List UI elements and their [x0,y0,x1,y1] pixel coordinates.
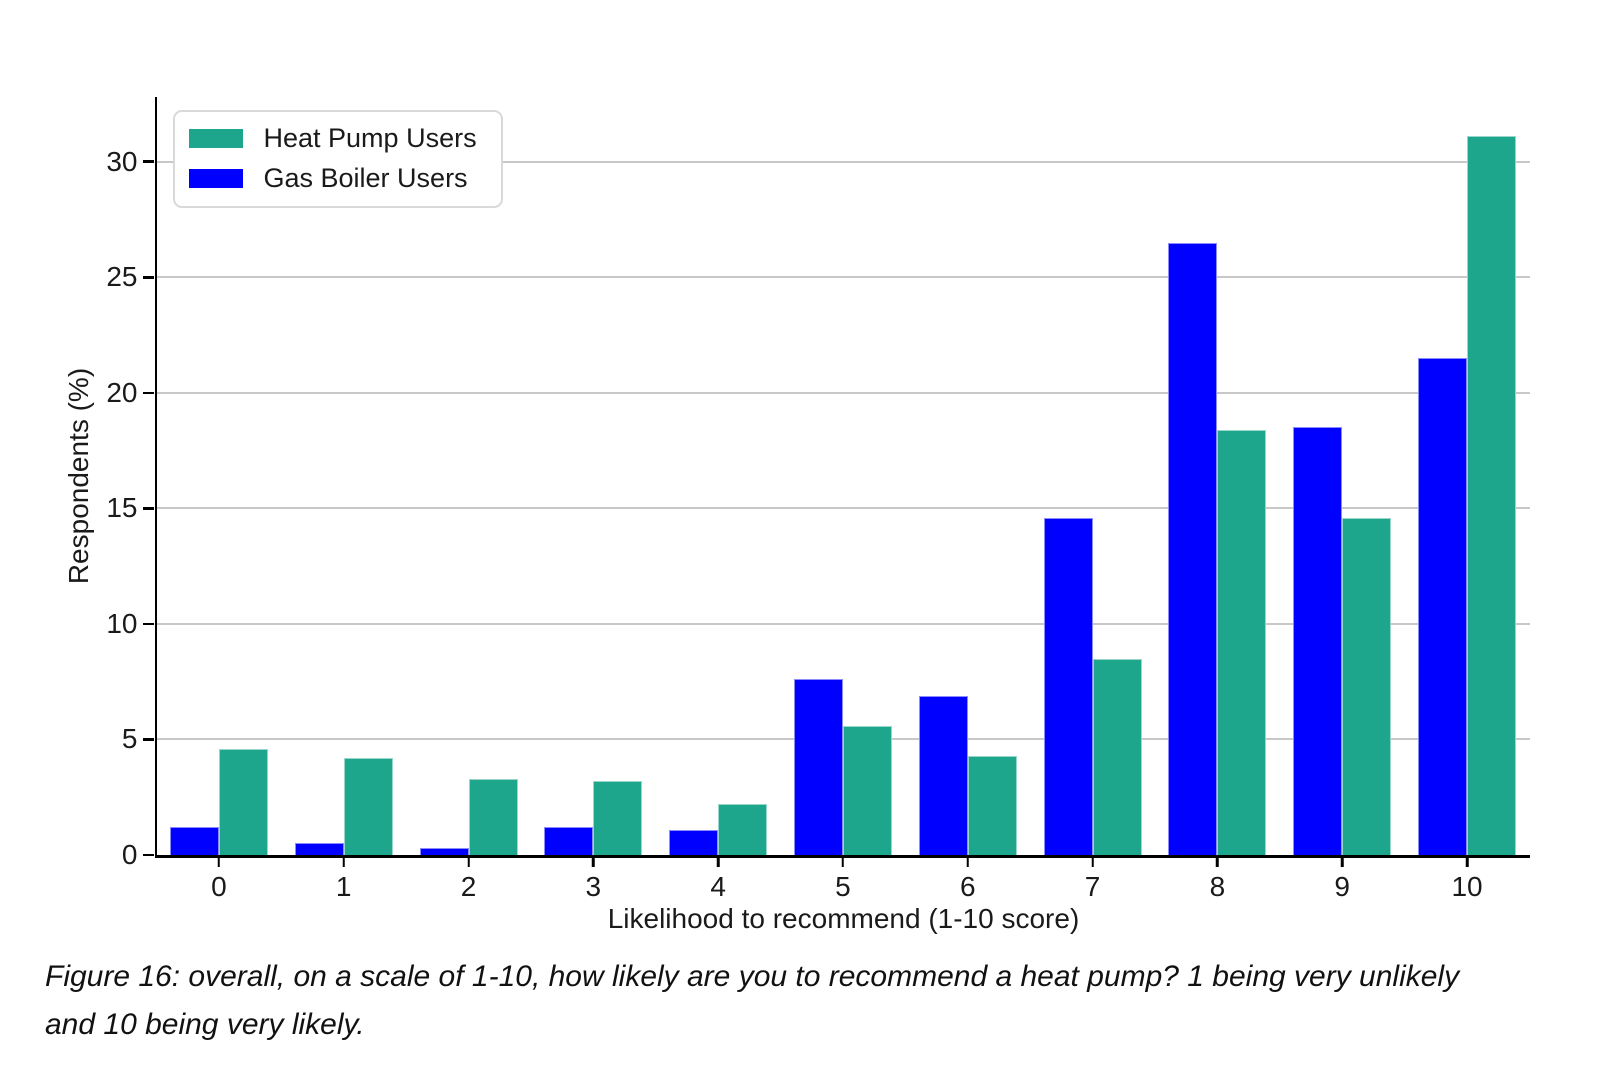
y-tick-mark-10 [143,622,154,626]
y-tick-label-0: 0 [121,839,138,870]
legend-swatch-heat-pump-users [188,129,243,148]
x-tick-mark-9 [1340,858,1344,867]
x-tick-label-7: 7 [1084,871,1101,902]
x-tick-label-3: 3 [585,871,602,902]
y-tick-label-20: 20 [106,376,138,408]
legend-entry-gas-boiler-users: Gas Boiler Users [188,163,477,193]
legend: Heat Pump Users Gas Boiler Users [172,110,503,208]
x-tick-mark-3 [592,858,595,867]
x-tick-mark-1 [342,858,345,867]
legend-label-heat-pump-users: Heat Pump Users [263,123,477,153]
bar-gas-boiler-users-4 [669,829,719,855]
bar-heat-pump-users-2 [468,778,518,855]
bar-heat-pump-users-4 [718,804,768,855]
y-tick-mark-15 [143,507,154,510]
bar-gas-boiler-users-7 [1043,517,1093,855]
gridline-25 [156,276,1530,279]
bar-gas-boiler-users-5 [793,679,843,855]
x-tick-mark-6 [966,858,970,867]
x-tick-label-1: 1 [335,871,352,902]
bar-group-2: 2 [406,97,531,902]
x-tick-label-4: 4 [710,871,726,902]
y-axis-title: Respondents (%) [63,367,94,585]
y-tick-mark-25 [143,276,154,279]
bar-group-0: 0 [157,97,282,902]
bar-gas-boiler-users-8 [1168,242,1218,855]
x-tick-mark-8 [1216,858,1219,867]
bar-group-5: 5 [781,97,906,902]
bar-gas-boiler-users-9 [1293,427,1343,855]
bar-gas-boiler-users-6 [918,695,968,855]
x-tick-label-10: 10 [1451,871,1483,902]
figure-caption: Figure 16: overall, on a scale of 1-10, … [45,960,1460,1041]
bar-gas-boiler-users-2 [419,848,469,855]
y-tick-label-5: 5 [121,723,138,755]
gridline-30 [156,160,1530,163]
bar-heat-pump-users-10 [1467,136,1517,855]
x-tick-mark-2 [467,858,470,867]
y-tick-mark-30 [143,160,154,163]
bar-heat-pump-users-6 [967,755,1017,855]
bar-group-3: 3 [531,97,656,902]
bar-heat-pump-users-9 [1342,517,1392,855]
bar-groups: 0 1 2 3 4 5 6 7 8 9 10 [157,97,1530,902]
bar-group-1: 1 [281,97,406,902]
y-tick-label-30: 30 [106,145,138,177]
bar-gas-boiler-users-1 [294,843,344,855]
bar-gas-boiler-users-10 [1418,358,1468,855]
x-tick-mark-0 [217,858,221,867]
x-tick-mark-4 [716,858,720,867]
y-tick-label-15: 15 [106,492,138,524]
y-tick-mark-5 [143,738,154,741]
bar-group-10: 10 [1405,97,1530,902]
legend-swatch-gas-boiler-users [188,169,243,188]
bar-heat-pump-users-7 [1092,658,1142,855]
x-tick-label-9: 9 [1334,871,1351,902]
x-tick-mark-10 [1465,858,1469,867]
bar-group-6: 6 [905,97,1030,902]
x-tick-label-2: 2 [460,871,477,902]
bar-group-4: 4 [656,97,781,902]
bar-group-9: 9 [1280,97,1405,902]
legend-label-gas-boiler-users: Gas Boiler Users [263,163,468,193]
bar-group-7: 7 [1030,97,1155,902]
x-tick-label-0: 0 [211,871,227,902]
bar-gas-boiler-users-0 [169,827,219,855]
x-tick-label-8: 8 [1209,871,1226,902]
y-tick-mark-0 [143,853,154,857]
bar-heat-pump-users-3 [593,781,643,855]
y-tick-mark-20 [143,391,154,395]
bar-heat-pump-users-8 [1217,429,1267,855]
x-tick-mark-5 [841,858,845,867]
bar-gas-boiler-users-3 [544,827,594,855]
bar-heat-pump-users-0 [218,748,268,855]
y-tick-label-10: 10 [106,607,138,639]
gridline-15 [156,507,1530,510]
x-tick-label-5: 5 [835,871,851,902]
y-tick-label-25: 25 [106,261,138,293]
bar-heat-pump-users-1 [343,757,393,855]
x-tick-mark-7 [1091,858,1094,867]
legend-entry-heat-pump-users: Heat Pump Users [188,123,477,153]
bar-group-8: 8 [1155,97,1280,902]
x-tick-label-6: 6 [959,871,976,902]
bar-heat-pump-users-5 [842,725,892,855]
gridline-10 [156,622,1530,625]
gridline-20 [156,391,1530,394]
x-axis-title: Likelihood to recommend (1-10 score) [607,903,1080,934]
plot-area: 0 1 2 3 4 5 6 7 8 9 10 Heat Pump Users Gas Boiler … [106,97,1530,902]
